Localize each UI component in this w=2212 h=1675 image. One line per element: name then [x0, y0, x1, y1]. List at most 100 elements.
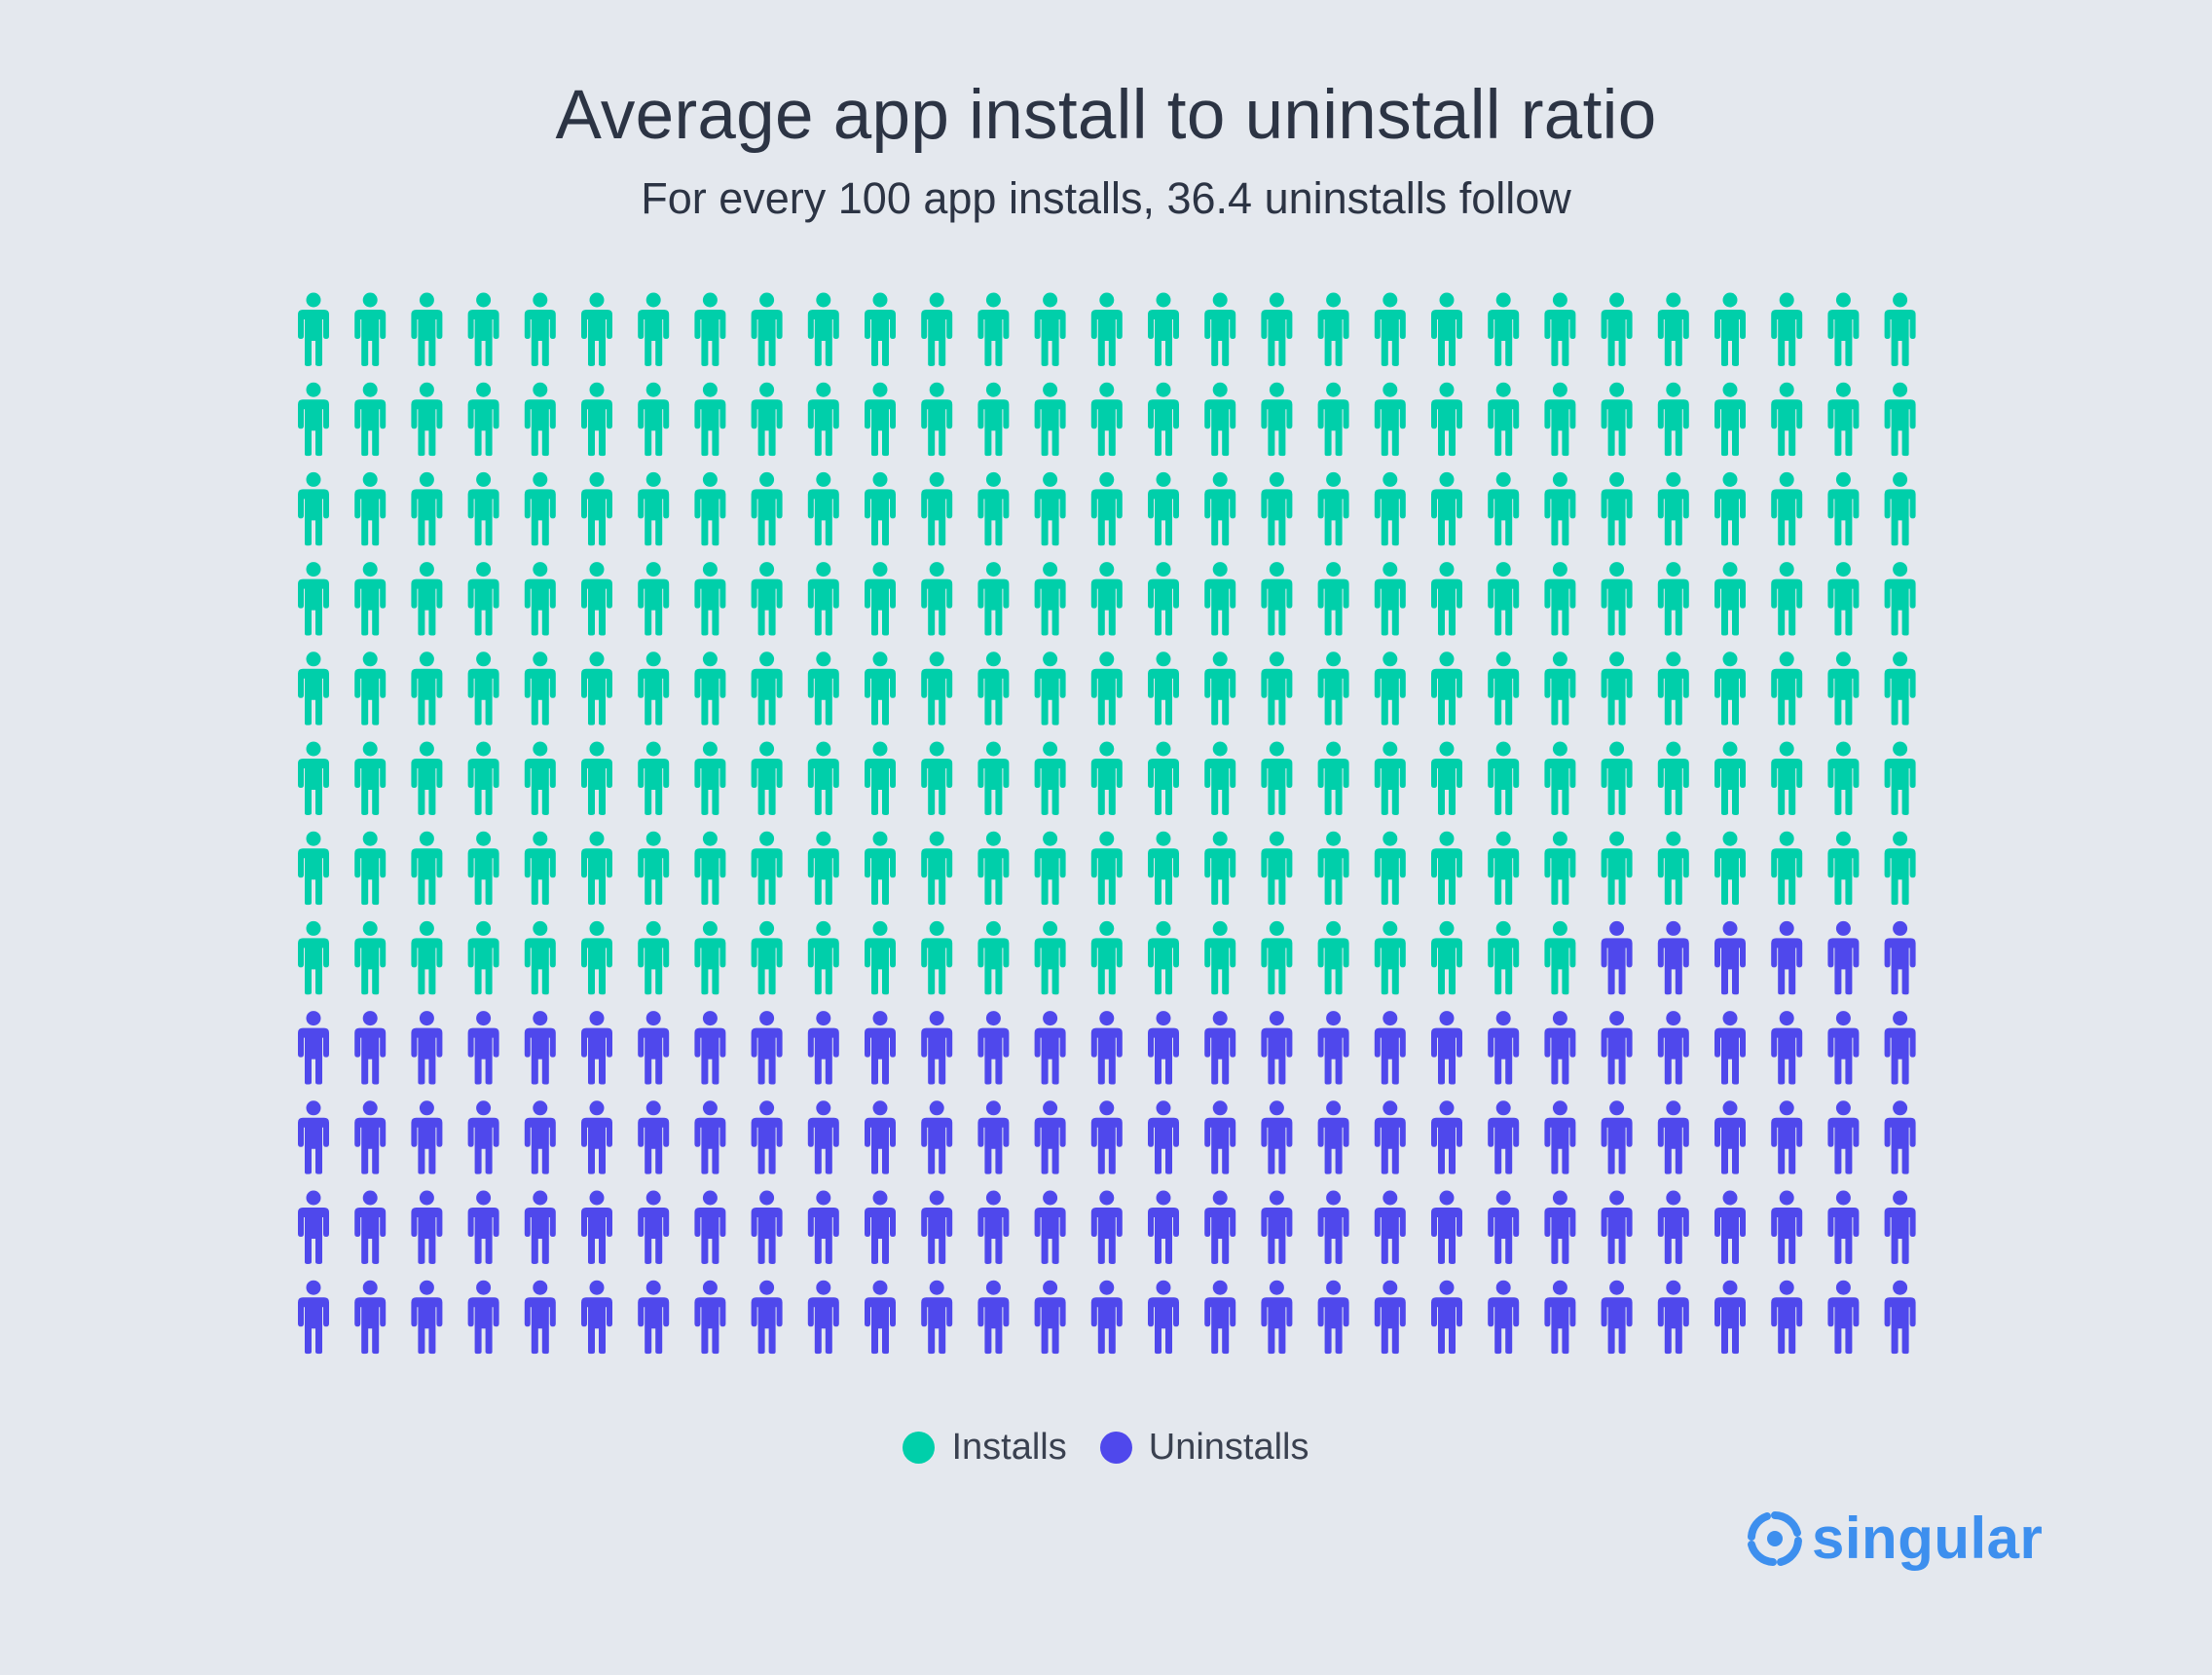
person-icon-uninstall — [524, 1100, 556, 1174]
person-icon-uninstall — [581, 1100, 612, 1174]
person-icon-install — [1374, 651, 1406, 726]
person-icon-uninstall — [1771, 1280, 1803, 1355]
person-icon-uninstall — [298, 1100, 329, 1174]
person-icon-install — [411, 651, 443, 726]
person-icon-install — [1488, 382, 1520, 457]
person-icon-install — [1317, 292, 1349, 366]
person-icon-install — [1261, 382, 1293, 457]
person-icon-uninstall — [411, 1011, 443, 1085]
person-icon-install — [411, 382, 443, 457]
person-icon-install — [354, 920, 387, 995]
person-icon-install — [638, 741, 670, 815]
person-icon-uninstall — [1771, 1100, 1803, 1174]
person-icon-install — [865, 741, 896, 815]
person-icon-install — [1657, 741, 1689, 815]
person-icon-install — [1148, 831, 1179, 906]
person-icon-install — [1601, 382, 1633, 457]
person-icon-install — [1601, 471, 1633, 546]
person-icon-install — [1714, 292, 1746, 366]
person-icon-install — [1714, 471, 1746, 546]
person-icon-install — [865, 471, 896, 546]
person-icon-install — [467, 562, 499, 636]
person-icon-install — [1148, 741, 1179, 815]
person-icon-uninstall — [1827, 1100, 1860, 1174]
person-icon-install — [1204, 920, 1236, 995]
person-icon-uninstall — [1488, 1011, 1520, 1085]
person-icon-uninstall — [638, 1100, 670, 1174]
person-icon-install — [751, 292, 783, 366]
person-icon-install — [1090, 382, 1123, 457]
person-icon-install — [865, 920, 896, 995]
person-icon-uninstall — [1431, 1011, 1462, 1085]
person-icon-install — [1034, 292, 1066, 366]
person-icon-install — [467, 292, 499, 366]
person-icon-uninstall — [467, 1280, 499, 1355]
person-icon-install — [638, 651, 670, 726]
person-icon-uninstall — [298, 1280, 329, 1355]
person-icon-install — [1090, 741, 1123, 815]
person-icon-install — [354, 741, 387, 815]
person-icon-install — [977, 471, 1010, 546]
person-icon-uninstall — [524, 1011, 556, 1085]
person-icon-install — [1148, 651, 1179, 726]
chart-legend: Installs Uninstalls — [0, 1427, 2212, 1469]
person-icon-uninstall — [1431, 1100, 1462, 1174]
legend-swatch-installs — [903, 1432, 936, 1464]
person-icon-install — [1827, 292, 1860, 366]
person-icon-uninstall — [1714, 1280, 1746, 1355]
person-icon-uninstall — [1771, 1190, 1803, 1264]
person-icon-install — [638, 471, 670, 546]
person-icon-install — [807, 562, 839, 636]
person-icon-install — [1827, 831, 1860, 906]
person-icon-uninstall — [1657, 1100, 1689, 1174]
person-icon-install — [1544, 920, 1576, 995]
person-icon-uninstall — [1034, 1280, 1066, 1355]
person-icon-install — [1431, 292, 1462, 366]
person-icon-uninstall — [354, 1100, 387, 1174]
person-icon-install — [807, 471, 839, 546]
person-icon-uninstall — [1657, 1280, 1689, 1355]
person-icon-install — [1601, 651, 1633, 726]
person-icon-install — [1431, 382, 1462, 457]
person-icon-install — [298, 831, 329, 906]
person-icon-install — [1488, 292, 1520, 366]
person-icon-install — [581, 292, 612, 366]
person-icon-uninstall — [1827, 1280, 1860, 1355]
person-icon-install — [1034, 651, 1066, 726]
person-icon-uninstall — [1034, 1190, 1066, 1264]
person-icon-uninstall — [865, 1100, 896, 1174]
person-icon-install — [1601, 292, 1633, 366]
person-icon-uninstall — [1884, 1011, 1916, 1085]
person-icon-uninstall — [467, 1100, 499, 1174]
person-icon-install — [921, 831, 953, 906]
person-icon-install — [638, 562, 670, 636]
person-icon-install — [694, 382, 726, 457]
person-icon-uninstall — [694, 1280, 726, 1355]
person-icon-uninstall — [1544, 1011, 1576, 1085]
person-icon-install — [921, 651, 953, 726]
person-icon-install — [1317, 651, 1349, 726]
person-icon-install — [1374, 741, 1406, 815]
person-icon-install — [1204, 292, 1236, 366]
person-icon-install — [865, 562, 896, 636]
person-icon-uninstall — [1374, 1100, 1406, 1174]
person-icon-uninstall — [977, 1011, 1010, 1085]
person-icon-install — [1714, 741, 1746, 815]
person-icon-install — [638, 831, 670, 906]
person-icon-install — [1261, 292, 1293, 366]
person-icon-install — [865, 651, 896, 726]
person-icon-install — [411, 562, 443, 636]
person-icon-uninstall — [807, 1100, 839, 1174]
person-icon-uninstall — [921, 1011, 953, 1085]
person-icon-install — [1431, 471, 1462, 546]
person-icon-uninstall — [1090, 1190, 1123, 1264]
person-icon-install — [1827, 651, 1860, 726]
person-icon-install — [977, 831, 1010, 906]
person-icon-install — [807, 831, 839, 906]
person-icon-uninstall — [1827, 1190, 1860, 1264]
person-icon-install — [921, 382, 953, 457]
person-icon-install — [1090, 562, 1123, 636]
legend-item-installs: Installs — [903, 1427, 1067, 1469]
person-icon-uninstall — [1657, 1011, 1689, 1085]
person-icon-install — [1884, 292, 1916, 366]
